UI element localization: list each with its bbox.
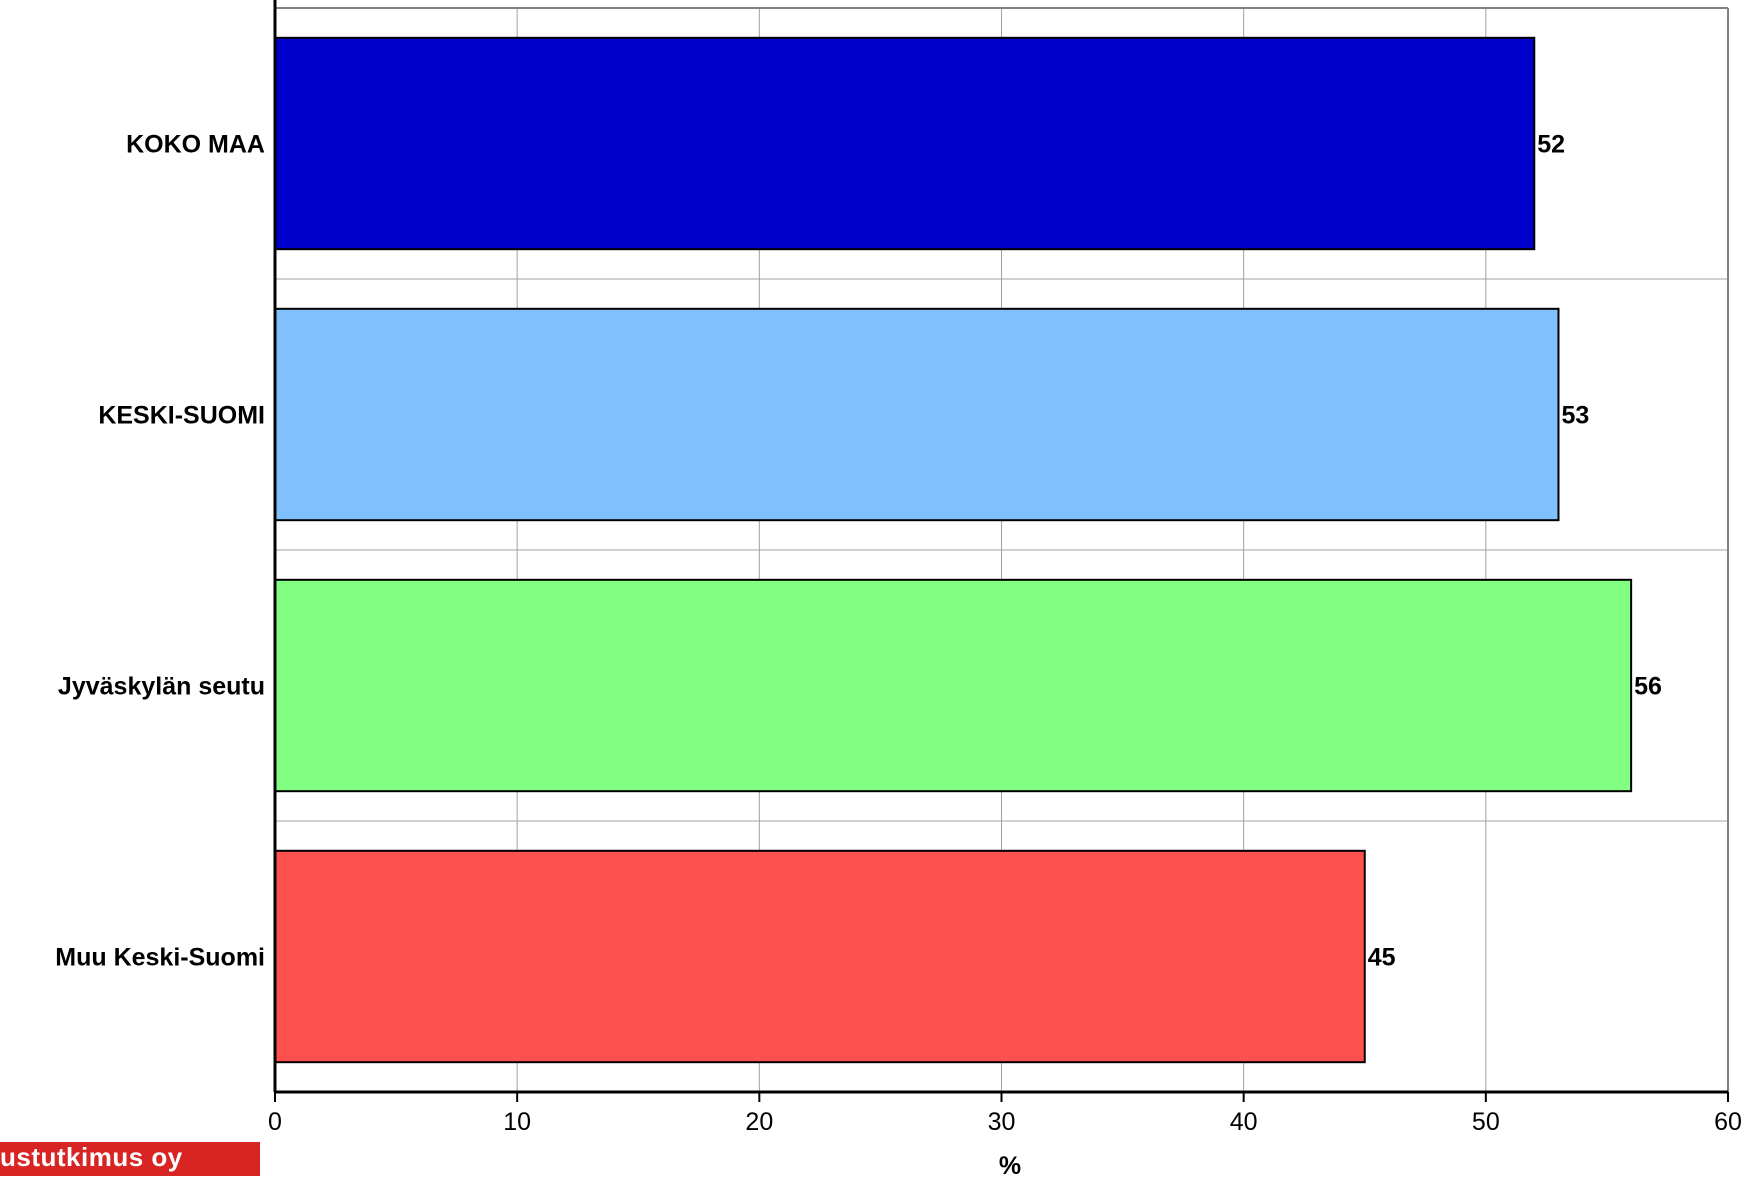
x-tick-label: 40 [1230,1108,1258,1136]
bar [274,307,1560,522]
x-axis-label: % [999,1152,1021,1179]
bars [274,36,1633,1064]
category-label: Muu Keski-Suomi [55,944,265,972]
category-label: KOKO MAA [126,131,265,159]
company-logo: ustutkimus oy [0,1140,260,1176]
x-tick-label: 60 [1714,1108,1742,1136]
x-tick-label: 10 [503,1108,531,1136]
data-label: 56 [1634,673,1662,701]
bar [274,578,1633,793]
x-tick-label: 0 [268,1108,282,1136]
labels: KOKO MAA 52 KESKI-SUOMI 53 Jyväskylän seutu 5… [55,131,1742,1137]
data-label: 53 [1561,402,1589,430]
category-label: KESKI-SUOMI [98,402,265,430]
x-tick-label: 20 [745,1108,773,1136]
bar [274,849,1366,1064]
data-label: 52 [1537,131,1565,159]
x-tick-label: 30 [988,1108,1016,1136]
x-tick-label: 50 [1472,1108,1500,1136]
axes [273,0,1729,1102]
logo-text: ustutkimus oy [0,1142,183,1172]
data-label: 45 [1368,944,1396,972]
category-label: Jyväskylän seutu [58,673,265,701]
bar [274,36,1536,251]
